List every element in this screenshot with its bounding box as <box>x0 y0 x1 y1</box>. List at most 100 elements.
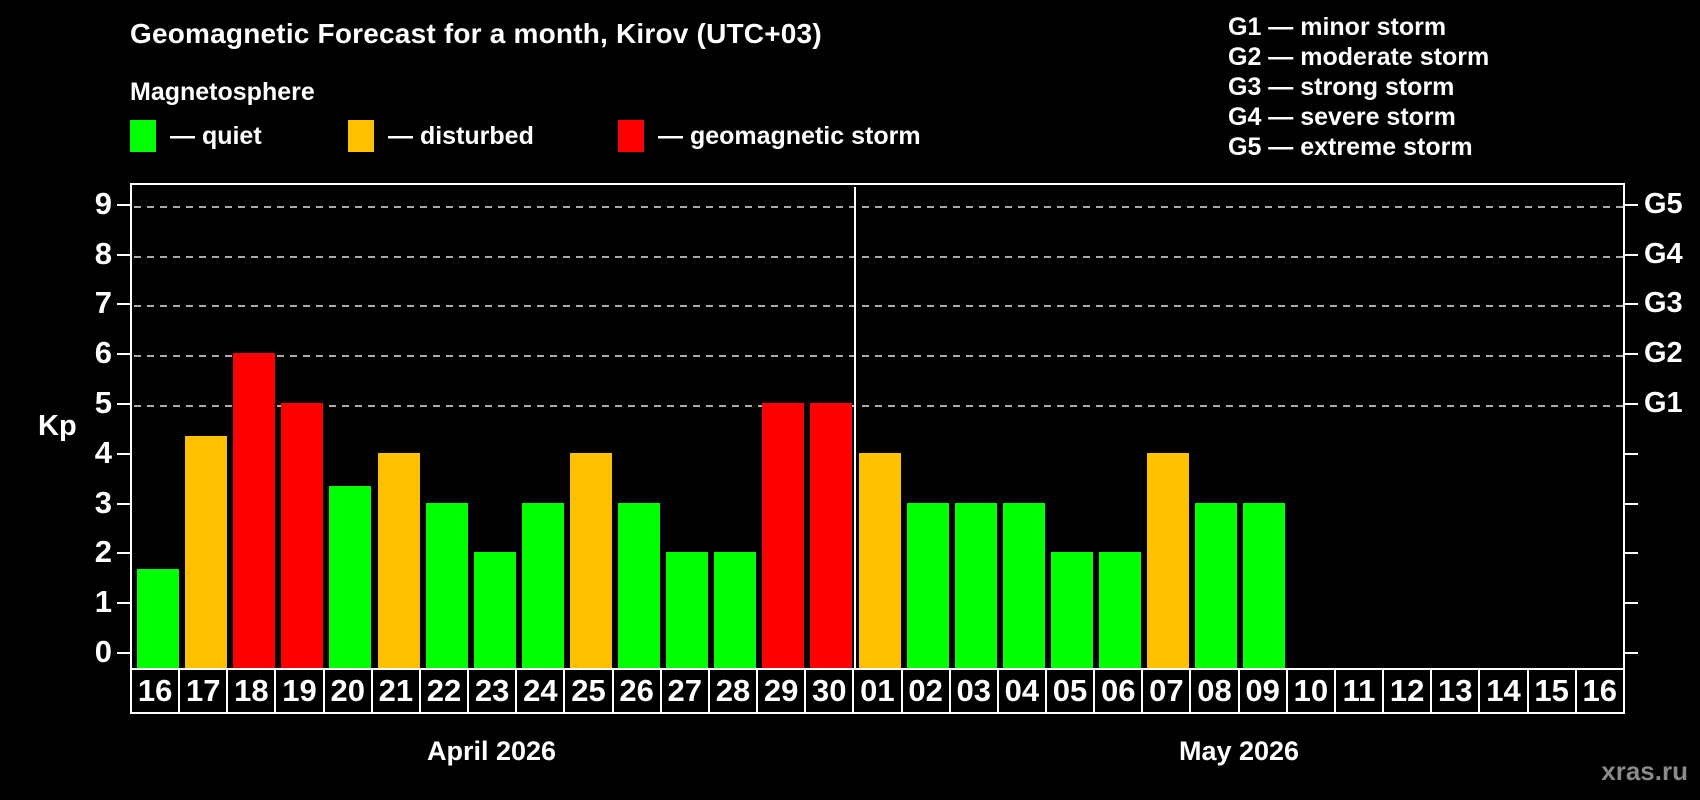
chart-subtitle: Magnetosphere <box>130 78 315 106</box>
kp-bar-april-18 <box>233 353 276 670</box>
day-label: 30 <box>804 668 855 714</box>
right-axis-label: G5 <box>1644 187 1683 220</box>
kp-bar-april-20 <box>329 486 372 670</box>
right-axis-label: G2 <box>1644 337 1683 370</box>
right-axis-tick <box>1625 353 1638 356</box>
day-label: 18 <box>226 668 277 714</box>
kp-bar-april-21 <box>377 452 420 670</box>
day-label: 23 <box>467 668 518 714</box>
y-axis-tick-label: 8 <box>94 235 112 271</box>
y-axis-tick-label: 5 <box>94 385 112 420</box>
day-label: 08 <box>1189 668 1240 714</box>
kp-bar-april-27 <box>666 552 709 670</box>
kp-bar-may-06 <box>1098 552 1141 670</box>
legend-item-quiet: — quiet <box>130 120 262 152</box>
storm-color-swatch <box>618 120 644 152</box>
kp-bar-may-07 <box>1147 452 1190 670</box>
y-axis-tick-label: 4 <box>94 434 112 470</box>
day-label: 20 <box>322 668 373 714</box>
month-label-may: May 2026 <box>1178 736 1300 766</box>
kp-bar-april-22 <box>425 502 468 670</box>
y-axis-tick-label: 7 <box>94 285 112 321</box>
kp-bar-may-09 <box>1243 502 1286 670</box>
y-axis-tick-label: 3 <box>94 484 112 520</box>
x-axis-day-row: 16 17 18 19 20 21 22 23 24 25 26 27 28 29 30 01 02 03 04 05… <box>130 668 1625 714</box>
day-label: 01 <box>852 668 903 714</box>
day-label: 12 <box>1382 668 1433 714</box>
disturbed-legend-label: — disturbed <box>388 121 534 150</box>
day-label: 22 <box>418 668 470 714</box>
day-label: 27 <box>659 668 710 714</box>
day-label: 16 <box>1574 668 1625 714</box>
right-axis-tick <box>1625 203 1638 206</box>
day-label: 13 <box>1430 668 1481 714</box>
day-label: 21 <box>370 668 421 714</box>
month-separator-line <box>854 187 857 670</box>
kp-bar-april-17 <box>185 436 228 670</box>
day-label: 07 <box>1141 668 1192 714</box>
legend-item-disturbed: — disturbed <box>348 120 534 152</box>
day-label: 06 <box>1093 668 1144 714</box>
right-axis-tick <box>1625 253 1638 256</box>
gridline-kp9 <box>134 205 1625 208</box>
right-axis-tick <box>1625 452 1638 455</box>
storm-legend-label: — geomagnetic storm <box>658 121 921 150</box>
y-axis-title: Kp <box>38 410 77 442</box>
kp-bar-april-24 <box>521 502 564 670</box>
day-label: 26 <box>611 668 662 714</box>
kp-bar-may-04 <box>1002 502 1045 670</box>
day-label: 16 <box>130 668 181 714</box>
g-legend-entry: G2 — moderate storm <box>1228 43 1490 71</box>
day-label: 19 <box>274 668 325 714</box>
quiet-legend-label: — quiet <box>170 121 262 150</box>
y-axis-tick-label: 0 <box>94 634 112 669</box>
y-axis-tick <box>117 652 130 654</box>
gridline-kp8 <box>134 255 1625 258</box>
kp-bar-april-23 <box>473 552 516 670</box>
day-label: 25 <box>563 668 614 714</box>
y-axis-tick <box>117 353 130 356</box>
kp-bar-may-02 <box>906 502 949 670</box>
y-axis-tick <box>117 253 130 256</box>
day-label: 09 <box>1237 668 1288 714</box>
y-axis-tick <box>117 452 130 455</box>
chart-title: Geomagnetic Forecast for a month, Kirov … <box>130 18 822 49</box>
kp-bar-may-08 <box>1195 502 1238 670</box>
right-axis-tick <box>1625 502 1638 505</box>
y-axis-tick-label: 9 <box>94 185 112 221</box>
day-label: 24 <box>515 668 566 714</box>
day-label: 14 <box>1478 668 1529 714</box>
y-axis-tick-label: 6 <box>94 335 112 371</box>
day-label: 17 <box>178 668 229 714</box>
y-axis-tick <box>117 303 130 306</box>
kp-bar-april-28 <box>714 552 757 670</box>
day-label: 02 <box>900 668 951 714</box>
gridline-kp5 <box>134 405 1625 407</box>
kp-bar-april-19 <box>281 403 324 670</box>
g-legend-entry: G4 — severe storm <box>1228 103 1456 131</box>
day-label: 05 <box>1044 668 1096 714</box>
y-axis-tick <box>117 602 130 605</box>
plot-wrapper: G1 G2 G3 G4 G5 0 1 2 3 4 5 6 7 8 9 <box>95 183 1683 670</box>
kp-bar-april-16 <box>137 568 180 670</box>
day-label: 15 <box>1526 668 1577 714</box>
g-legend-entry: G1 — minor storm <box>1228 13 1447 41</box>
kp-bar-may-01 <box>858 452 901 670</box>
g-legend-entry: G3 — strong storm <box>1228 73 1455 101</box>
kp-bar-april-29 <box>762 403 805 670</box>
month-label-april: April 2026 <box>426 736 557 766</box>
disturbed-color-swatch <box>348 120 374 152</box>
y-axis-tick <box>117 403 130 405</box>
right-axis-tick <box>1625 602 1638 605</box>
day-label: 11 <box>1333 668 1385 714</box>
kp-bar-may-05 <box>1050 552 1093 670</box>
y-axis-tick <box>117 552 130 555</box>
quiet-color-swatch <box>130 120 156 152</box>
gridline-kp7 <box>134 305 1625 308</box>
y-axis-tick <box>117 203 130 206</box>
right-axis-label: G3 <box>1644 287 1683 320</box>
plot-area <box>130 183 1625 670</box>
day-label: 28 <box>707 668 759 714</box>
y-axis-tick-label: 2 <box>94 534 112 570</box>
